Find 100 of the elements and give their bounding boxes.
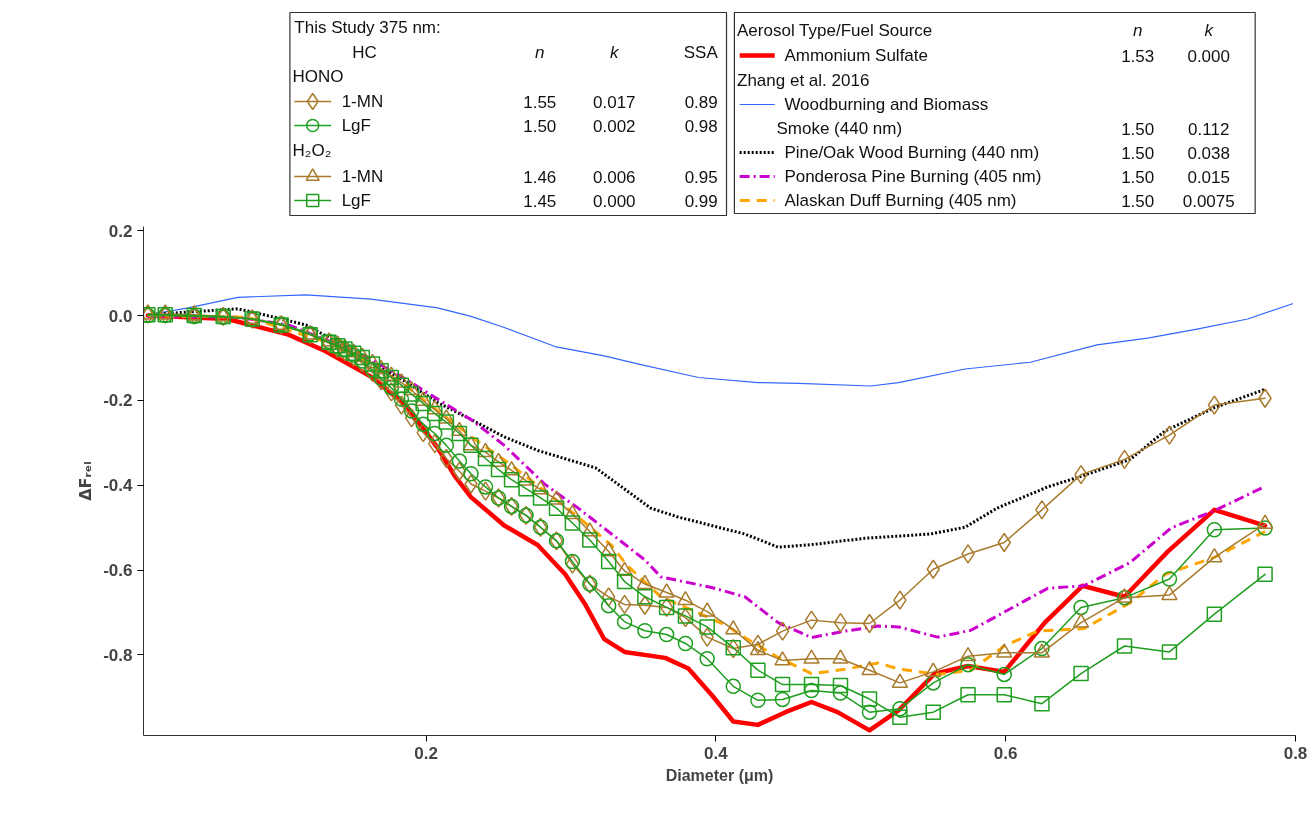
y-axis-title: ΔFᵣₑₗ [76, 461, 96, 501]
legend-label: Woodburning and Biomass Smoke (440 nm) [776, 95, 989, 138]
text: 1.55 [523, 92, 557, 112]
text: 0.112 [1188, 119, 1230, 139]
point [1161, 585, 1178, 601]
text: 0.000 [1187, 46, 1230, 66]
point [477, 450, 494, 467]
point [478, 481, 493, 501]
point [725, 678, 742, 695]
point [464, 474, 478, 494]
text: 1.50 [1121, 143, 1155, 163]
text: 1.50 [523, 116, 557, 136]
point [503, 460, 520, 476]
y-tick-label: -0.6 [103, 561, 133, 581]
point [1206, 606, 1223, 622]
point [490, 452, 507, 467]
text: 0.99 [684, 191, 718, 211]
point [600, 597, 617, 614]
point [616, 573, 633, 590]
point [414, 391, 432, 406]
point [616, 614, 633, 630]
text: 0.89 [684, 92, 718, 112]
y-tick-label: -0.8 [103, 645, 133, 665]
point [832, 677, 849, 694]
point [960, 656, 976, 673]
point [438, 437, 455, 454]
legend-label: LgF [341, 116, 371, 135]
point [750, 662, 766, 678]
point [775, 621, 790, 641]
text: 0.98 [684, 116, 718, 136]
text: 0.015 [1187, 167, 1230, 187]
legend-label: 1-MN [341, 92, 384, 111]
point [564, 515, 581, 531]
point [699, 650, 715, 667]
text: 0.017 [593, 92, 636, 112]
point [961, 544, 975, 564]
point [862, 613, 877, 634]
point [832, 649, 849, 664]
text: Aerosol Type/Fuel Source [737, 21, 933, 40]
text: 0.002 [593, 116, 636, 136]
point [393, 373, 410, 388]
point [636, 574, 654, 590]
point [926, 559, 940, 579]
point [403, 386, 420, 402]
point [565, 554, 580, 574]
point [833, 612, 848, 633]
point [564, 553, 581, 570]
point [415, 416, 431, 432]
x-axis-title: Diameter (μm) [665, 766, 774, 784]
point [477, 442, 494, 458]
point [1116, 638, 1133, 654]
point [394, 395, 409, 415]
text: Zhang et al. 2016 [737, 71, 870, 90]
point [1206, 547, 1223, 563]
point [1073, 665, 1089, 682]
point [463, 466, 479, 482]
point [658, 626, 675, 643]
point [354, 349, 371, 366]
x-tick-label: 0.8 [1283, 743, 1308, 763]
text: 1.53 [1121, 46, 1155, 66]
point [532, 480, 549, 495]
legend-label: Ammonium Sulfate [784, 46, 928, 65]
text: k [610, 43, 621, 62]
point [503, 471, 520, 488]
text: 1.50 [1121, 167, 1155, 187]
point [1257, 520, 1273, 536]
text: 1.46 [523, 167, 557, 187]
point [439, 448, 454, 469]
point [490, 461, 507, 478]
point [698, 602, 716, 617]
point [700, 627, 714, 647]
legend-title: This Study 375 nm: [294, 18, 441, 37]
point [451, 425, 468, 442]
text: n [535, 43, 545, 62]
text: H₂O₂ [292, 141, 332, 160]
point [1117, 449, 1132, 470]
point [677, 635, 694, 652]
point [1207, 395, 1222, 415]
point [616, 561, 633, 576]
point [1257, 566, 1273, 583]
point [925, 704, 941, 720]
point [959, 646, 977, 662]
text: 0.95 [684, 167, 718, 187]
point [1034, 695, 1050, 712]
text: 0.006 [593, 167, 636, 187]
point [581, 522, 599, 537]
point [582, 532, 598, 548]
point [725, 620, 742, 635]
point [750, 692, 766, 709]
point [996, 687, 1012, 703]
text: HONO [292, 67, 344, 86]
point [1073, 599, 1089, 616]
legend-label: LgF [341, 191, 371, 210]
point [393, 391, 410, 407]
point [373, 362, 389, 379]
point [548, 500, 565, 516]
point [1161, 571, 1178, 587]
y-tick-label: 0.0 [108, 306, 133, 326]
point [892, 709, 908, 726]
y-tick-label: -0.4 [103, 476, 134, 496]
